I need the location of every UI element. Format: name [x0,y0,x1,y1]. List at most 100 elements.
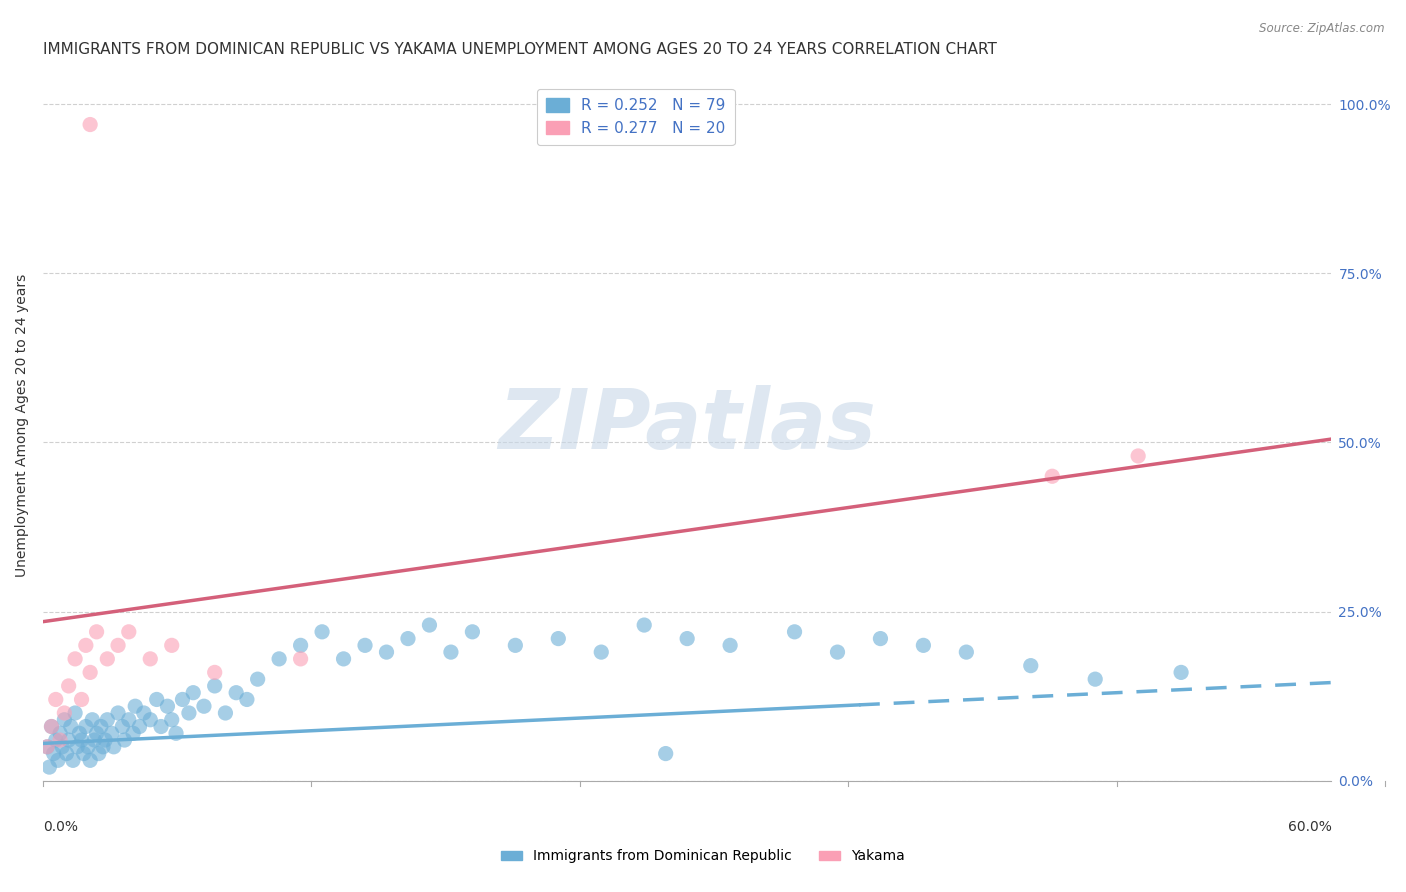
Point [38,760,60,774]
Point [290,652,312,666]
Point [181,686,204,700]
Point [783,624,806,639]
Point [62,753,84,767]
Point [53,713,76,727]
Point [49,726,72,740]
Point [132,706,155,720]
Point [150,719,173,733]
Point [214,706,236,720]
Point [91,739,114,754]
Point [290,638,312,652]
Point [156,699,179,714]
Point [70,692,93,706]
Point [114,733,136,747]
Point [676,632,699,646]
Point [118,713,141,727]
Point [440,645,463,659]
Point [111,719,134,733]
Point [654,747,676,761]
Legend: R = 0.252   N = 79, R = 0.277   N = 20: R = 0.252 N = 79, R = 0.277 N = 20 [537,88,734,145]
Point [77,739,100,754]
Point [70,733,93,747]
Point [128,719,150,733]
Point [145,692,167,706]
Point [79,118,101,132]
Point [118,624,141,639]
Point [107,638,129,652]
Point [79,665,101,680]
Point [67,726,90,740]
Point [75,719,97,733]
Point [165,726,187,740]
Point [124,699,146,714]
Point [1040,469,1063,483]
Point [225,686,247,700]
Point [547,632,569,646]
Point [73,747,96,761]
Point [100,726,122,740]
Point [45,692,67,706]
Point [46,753,69,767]
Point [86,624,108,639]
Point [75,638,97,652]
Point [172,692,194,706]
Point [869,632,891,646]
Point [311,624,333,639]
Point [96,652,118,666]
Point [90,719,112,733]
Point [87,747,110,761]
Point [103,739,125,754]
Point [58,679,80,693]
Point [177,706,200,720]
Point [633,618,655,632]
Point [139,652,162,666]
Point [160,638,183,652]
Point [82,713,104,727]
Point [1170,665,1192,680]
Point [41,719,63,733]
Point [375,645,398,659]
Point [160,713,183,727]
Text: 0.0%: 0.0% [44,820,77,834]
Point [94,733,117,747]
Point [246,672,269,686]
Point [37,739,59,754]
Point [41,719,63,733]
Point [204,665,226,680]
Point [63,706,86,720]
Point [58,733,80,747]
Point [236,692,259,706]
Point [955,645,977,659]
Point [269,652,291,666]
Point [55,747,77,761]
Point [912,638,935,652]
Point [1019,658,1042,673]
Point [79,753,101,767]
Point [37,739,59,754]
Point [204,679,226,693]
Point [1084,672,1107,686]
Point [51,739,73,754]
Point [53,706,76,720]
Point [49,733,72,747]
Point [718,638,741,652]
Point [591,645,613,659]
Text: ZIPatlas: ZIPatlas [498,385,876,466]
Point [418,618,440,632]
Point [96,713,118,727]
Point [1126,449,1149,463]
Point [45,733,67,747]
Point [827,645,849,659]
Point [63,652,86,666]
Point [396,632,419,646]
Point [83,733,105,747]
Point [461,624,484,639]
Text: 60.0%: 60.0% [1288,820,1331,834]
Point [332,652,354,666]
Point [354,638,377,652]
Legend: Immigrants from Dominican Republic, Yakama: Immigrants from Dominican Republic, Yaka… [495,844,911,869]
Text: Source: ZipAtlas.com: Source: ZipAtlas.com [1260,22,1385,36]
Point [193,699,215,714]
Point [66,739,89,754]
Point [59,719,82,733]
